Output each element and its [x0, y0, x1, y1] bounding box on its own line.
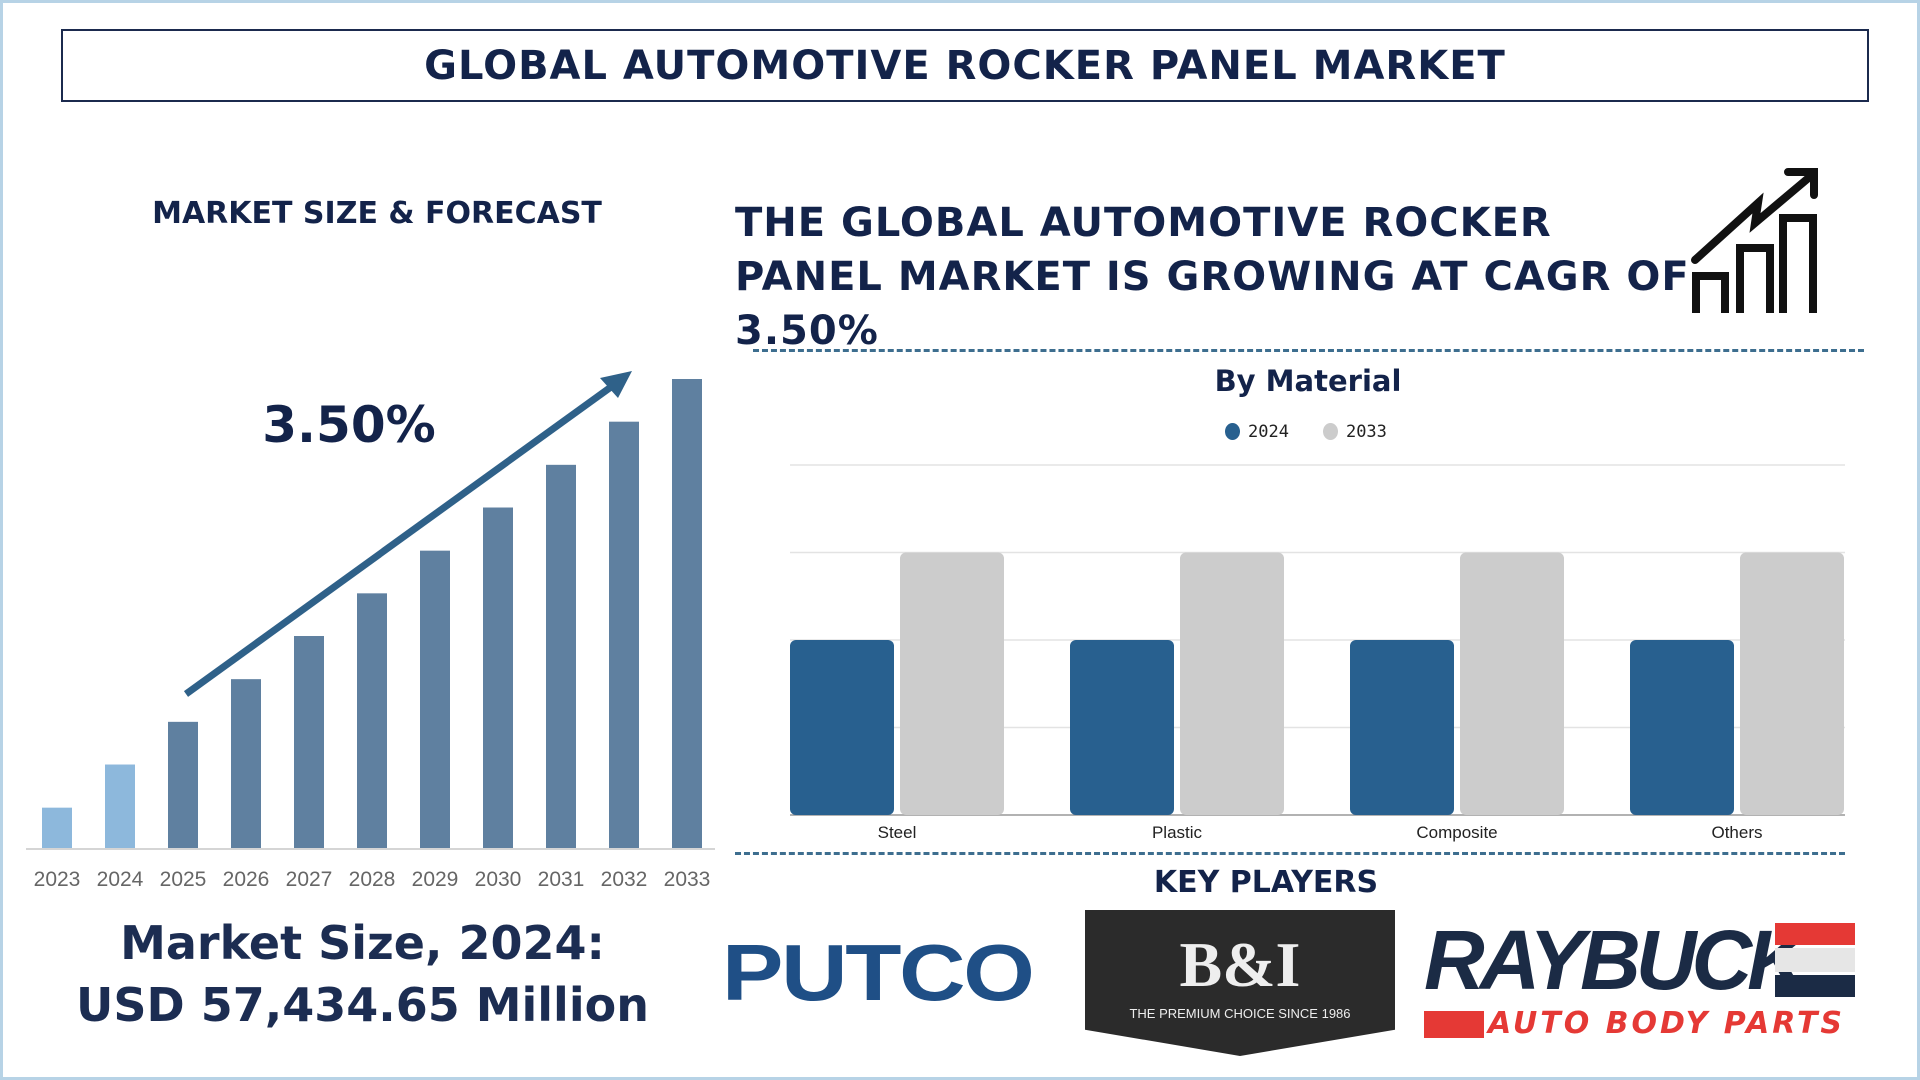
- x-tick-label: 2025: [159, 868, 207, 891]
- stripe: [1775, 975, 1855, 997]
- page-title: GLOBAL AUTOMOTIVE ROCKER PANEL MARKET: [61, 29, 1869, 102]
- bar-plastic-2024: [1070, 640, 1174, 815]
- material-chart: [790, 464, 1845, 816]
- legend-swatch: [1225, 423, 1240, 440]
- stripe: [1424, 1011, 1484, 1038]
- x-tick-label: 2028: [348, 868, 396, 891]
- bar-2024: [105, 764, 135, 848]
- x-tick-label: 2030: [474, 868, 522, 891]
- stripe: [1775, 923, 1855, 945]
- bar-steel-2024: [790, 640, 894, 815]
- arrow-head-icon: [600, 371, 632, 398]
- bar-2025: [168, 721, 198, 848]
- growth-arrow: [183, 376, 625, 697]
- category-label: Steel: [877, 823, 917, 842]
- bar-2023: [42, 807, 72, 848]
- stripe: [1775, 948, 1855, 972]
- bar-2030: [483, 507, 513, 848]
- x-tick-label: 2031: [537, 868, 585, 891]
- chart-title: By Material: [1214, 364, 1402, 398]
- divider: [735, 852, 1845, 855]
- raybuck-tagline: AUTO BODY PARTS: [1488, 1006, 1846, 1041]
- legend-item-2024: 2024: [1225, 422, 1289, 442]
- bi-logo-text: B&I: [1179, 929, 1301, 1000]
- market-forecast-chart: [26, 371, 715, 850]
- headline: THE GLOBAL AUTOMOTIVE ROCKER PANEL MARKE…: [735, 196, 1690, 358]
- bar-2027: [294, 636, 324, 848]
- bar-2026: [231, 679, 261, 848]
- bar-2029: [420, 550, 450, 848]
- growth-chart-icon: [1691, 168, 1818, 313]
- category-label: Composite: [1416, 823, 1498, 842]
- headline-line: 3.50%: [735, 308, 879, 354]
- category-label: Plastic: [1151, 823, 1203, 842]
- x-tick-label: 2024: [96, 868, 144, 891]
- bar-2032: [609, 421, 639, 848]
- bar-steel-2033: [900, 552, 1004, 815]
- category-label: Others: [1711, 823, 1763, 842]
- raybuck-logo: RAYBUCK AUTO BODY PARTS: [1424, 918, 1855, 1043]
- bar-composite-2024: [1350, 640, 1454, 815]
- legend: 2024 2033: [1225, 422, 1387, 442]
- legend-item-2033: 2033: [1322, 422, 1387, 442]
- market-size-line1: Market Size, 2024:: [120, 916, 605, 970]
- bar-2033: [672, 379, 702, 848]
- x-tick-label: 2027: [285, 868, 333, 891]
- cagr-label: 3.50%: [262, 396, 436, 454]
- raybuck-text: RAYBUCK: [1424, 913, 1808, 1007]
- market-size-heading: MARKET SIZE & FORECAST: [152, 196, 602, 231]
- bar-composite-2033: [1460, 552, 1564, 815]
- market-size-value: USD 57,434.65 Million: [76, 978, 649, 1032]
- legend-swatch: [1322, 423, 1338, 440]
- legend-label: 2033: [1345, 422, 1387, 442]
- bar-others-2033: [1740, 552, 1844, 815]
- bi-logo: B&I THE PREMIUM CHOICE SINCE 1986: [1085, 910, 1395, 1056]
- legend-label: 2024: [1248, 422, 1289, 442]
- bi-tagline: THE PREMIUM CHOICE SINCE 1986: [1129, 1006, 1351, 1021]
- x-tick-label: 2033: [663, 868, 711, 891]
- bar-2028: [357, 593, 387, 848]
- x-tick-label: 2032: [600, 868, 648, 891]
- headline-line: THE GLOBAL AUTOMOTIVE ROCKER: [735, 200, 1552, 246]
- market-size-text: Market Size, 2024: USD 57,434.65 Million: [40, 912, 685, 1036]
- x-tick-label: 2029: [411, 868, 459, 891]
- headline-line: PANEL MARKET IS GROWING AT CAGR OF: [735, 254, 1690, 300]
- x-tick-label: 2023: [33, 868, 81, 891]
- x-tick-label: 2026: [222, 868, 270, 891]
- bar-plastic-2033: [1180, 552, 1284, 815]
- putco-logo: PUTCO: [722, 928, 1035, 1017]
- divider: [753, 349, 1864, 352]
- bar-2031: [546, 464, 576, 848]
- bar-others-2024: [1630, 640, 1734, 815]
- key-players-heading: KEY PLAYERS: [1153, 865, 1379, 900]
